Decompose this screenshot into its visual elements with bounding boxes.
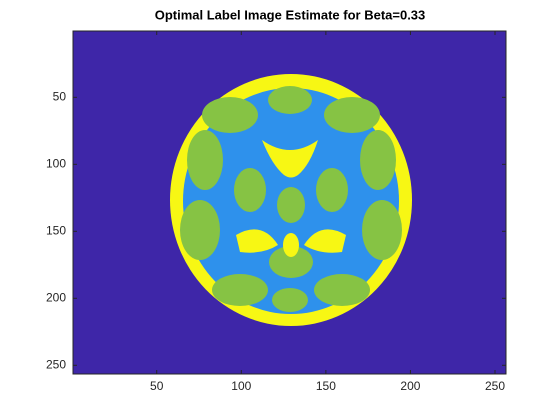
label-image (170, 74, 412, 326)
x-tick-label: 250 (485, 379, 505, 393)
cortex-patches (180, 86, 402, 312)
y-tick-label: 50 (53, 89, 67, 103)
y-tick-label: 100 (46, 156, 66, 170)
chart-title: Optimal Label Image Estimate for Beta=0.… (155, 7, 426, 22)
x-tick-label: 200 (400, 379, 420, 393)
axes-box (72, 30, 507, 375)
x-tick-label: 50 (150, 379, 164, 393)
x-tick-label: 150 (316, 379, 336, 393)
y-tick-label: 200 (46, 290, 66, 304)
ventricles (236, 140, 346, 257)
y-tick-label: 250 (46, 357, 66, 371)
x-tick-label: 100 (231, 379, 251, 393)
y-tick-label: 150 (46, 223, 66, 237)
